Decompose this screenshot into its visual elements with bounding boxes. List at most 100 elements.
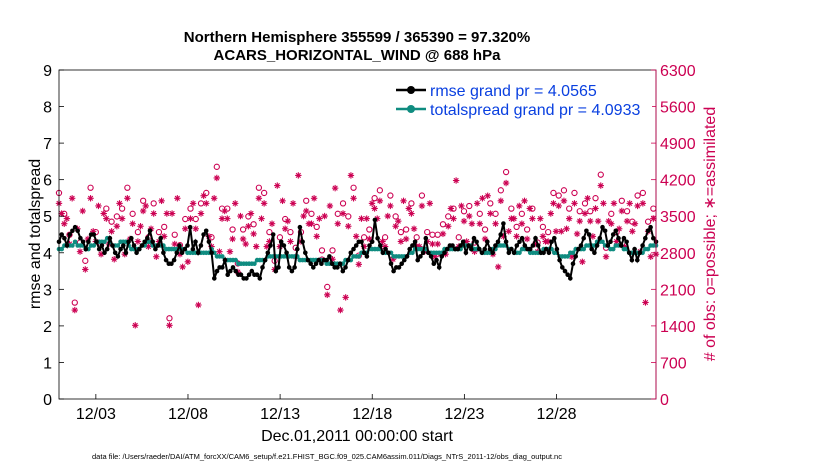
- series-point-spread: [581, 246, 586, 252]
- series-point-rmse: [110, 243, 115, 248]
- obs-assimilated-stroke: [111, 256, 117, 262]
- series-point-rmse: [345, 257, 351, 263]
- series-point-rmse: [522, 243, 528, 248]
- obs-assimilated-marker: [395, 217, 402, 225]
- obs-possible-marker: [539, 223, 547, 231]
- obs-possible-marker: [192, 215, 199, 223]
- series-point-rmse: [420, 250, 426, 256]
- obs-assimilated-marker: [253, 243, 260, 250]
- obs-possible-marker: [555, 192, 562, 199]
- obs-assimilated-marker: [623, 217, 631, 225]
- obs-assimilated-stroke: [506, 228, 512, 234]
- obs-assimilated-marker: [460, 217, 468, 225]
- obs-possible-marker: [481, 226, 489, 233]
- series-point-rmse: [375, 235, 380, 241]
- series-point-rmse: [632, 246, 637, 252]
- series-point-rmse: [543, 246, 549, 252]
- series-point-rmse: [262, 257, 268, 263]
- obs-assimilated-marker: [300, 212, 307, 220]
- obs-assimilated-marker: [410, 225, 418, 232]
- obs-assimilated-stroke: [356, 261, 362, 267]
- series-point-rmse: [198, 243, 204, 248]
- series-point-rmse: [372, 217, 378, 223]
- obs-possible-marker: [424, 228, 431, 236]
- obs-assimilated-stroke: [606, 218, 612, 224]
- obs-assimilated-marker: [295, 172, 302, 179]
- obs-assimilated-marker: [308, 220, 315, 227]
- series-point-spread: [570, 250, 576, 256]
- obs-assimilated-marker: [239, 235, 247, 243]
- obs-assimilated-stroke: [335, 221, 341, 227]
- x-tick-label: 12/13: [260, 406, 300, 423]
- obs-assimilated-marker: [350, 195, 357, 202]
- series-point-rmse: [284, 250, 289, 256]
- obs-assimilated-marker: [142, 202, 149, 210]
- obs-assimilated-stroke: [77, 249, 83, 255]
- obs-assimilated-stroke: [450, 215, 457, 222]
- obs-possible-marker: [155, 228, 163, 236]
- obs-assimilated-stroke: [243, 241, 249, 247]
- obs-assimilated-marker: [352, 233, 360, 240]
- obs-assimilated-marker: [537, 215, 544, 222]
- series-point-rmse: [118, 246, 123, 252]
- obs-assimilated-stroke: [574, 231, 580, 237]
- series-point-rmse: [147, 228, 153, 234]
- obs-assimilated-stroke: [82, 266, 88, 273]
- series-point-rmse: [493, 243, 498, 248]
- series-point-rmse: [246, 272, 252, 278]
- obs-assimilated-marker: [560, 197, 568, 205]
- obs-assimilated-marker: [345, 223, 352, 230]
- x-tick-label: 12/18: [352, 406, 392, 423]
- series-point-rmse: [471, 235, 477, 241]
- series-point-rmse: [474, 239, 479, 245]
- series-point-rmse: [589, 246, 594, 252]
- right-tick-label: 4900: [660, 136, 696, 153]
- obs-possible-marker: [545, 228, 552, 236]
- obs-assimilated-stroke: [364, 215, 370, 222]
- obs-assimilated-stroke: [261, 200, 267, 207]
- obs-assimilated-marker: [247, 210, 255, 217]
- series-point-rmse: [150, 239, 155, 245]
- series-point-rmse: [527, 246, 533, 252]
- x-tick-label: 12/23: [444, 406, 484, 423]
- obs-assimilated-stroke: [253, 243, 259, 250]
- obs-possible-marker: [618, 197, 625, 204]
- obs-possible-marker: [366, 226, 373, 233]
- series-point-rmse: [621, 235, 627, 241]
- obs-assimilated-stroke: [393, 223, 399, 229]
- series-point-spread: [70, 243, 75, 248]
- left-tick-label: 6: [43, 173, 52, 190]
- obs-assimilated-marker: [268, 220, 276, 227]
- obs-assimilated-stroke: [492, 221, 499, 227]
- obs-assimilated-marker: [484, 192, 491, 199]
- series-point-rmse: [327, 254, 332, 259]
- obs-assimilated-stroke: [519, 221, 525, 227]
- obs-possible-marker: [592, 195, 599, 202]
- obs-assimilated-stroke: [151, 210, 157, 217]
- series-point-rmse: [485, 239, 490, 245]
- obs-possible-marker: [266, 228, 273, 236]
- obs-assimilated-marker: [523, 235, 531, 243]
- obs-assimilated-marker: [639, 200, 647, 207]
- series-point-rmse: [511, 250, 517, 256]
- obs-possible-marker: [324, 283, 331, 291]
- series-point-rmse: [423, 235, 429, 241]
- obs-assimilated-stroke: [540, 233, 546, 240]
- series-point-rmse: [83, 246, 89, 252]
- obs-possible-marker: [134, 228, 142, 236]
- obs-assimilated-stroke: [216, 249, 223, 255]
- obs-assimilated-marker: [571, 200, 578, 207]
- series-point-rmse: [340, 268, 346, 274]
- series-point-rmse: [482, 246, 488, 252]
- obs-assimilated-stroke: [495, 264, 501, 270]
- obs-possible-marker: [150, 200, 157, 207]
- obs-assimilated-marker: [339, 210, 347, 217]
- obs-assimilated-stroke: [350, 195, 357, 201]
- obs-possible-marker: [87, 184, 94, 191]
- obs-assimilated-stroke: [419, 203, 425, 209]
- obs-assimilated-marker: [255, 195, 263, 202]
- series-point-rmse: [573, 254, 578, 259]
- obs-assimilated-marker: [647, 253, 654, 260]
- obs-assimilated-stroke: [406, 205, 412, 212]
- obs-assimilated-marker: [224, 215, 231, 222]
